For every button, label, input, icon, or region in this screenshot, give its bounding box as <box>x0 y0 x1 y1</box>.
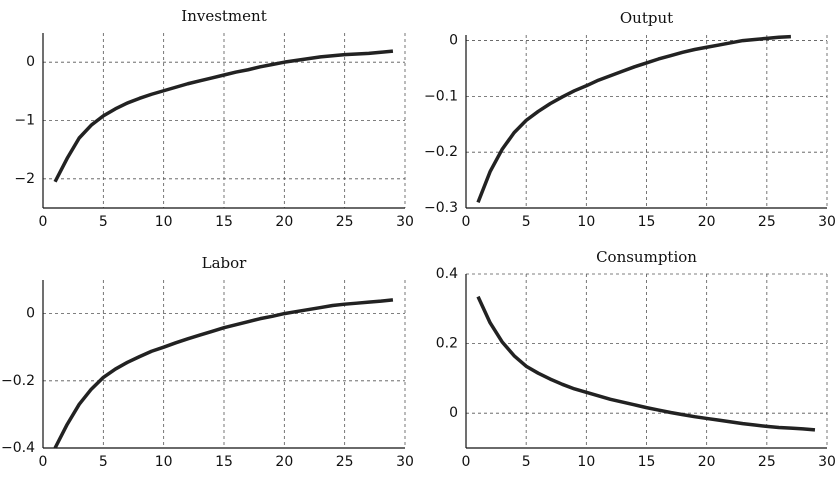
line <box>53 49 394 183</box>
y-tick-label: 0 <box>26 54 35 70</box>
chart-title: Investment <box>181 7 266 25</box>
line <box>476 34 791 204</box>
chart-title: Output <box>620 9 673 27</box>
y-tick-label: −0.2 <box>1 373 35 389</box>
x-tick-label: 0 <box>39 454 48 470</box>
chart-title: Consumption <box>596 248 697 266</box>
x-tick-label: 10 <box>577 454 595 470</box>
line <box>476 295 816 432</box>
x-tick-label: 5 <box>99 454 108 470</box>
x-tick-label: 5 <box>522 454 531 470</box>
y-tick-label: 0 <box>449 405 458 421</box>
x-tick-label: 15 <box>638 454 656 470</box>
x-tick-label: 10 <box>155 214 173 230</box>
x-tick-label: 5 <box>522 214 531 230</box>
y-tick-label: −0.1 <box>424 88 458 104</box>
x-tick-label: 30 <box>396 214 414 230</box>
x-tick-label: 20 <box>275 454 293 470</box>
x-tick-label: 10 <box>155 454 173 470</box>
x-tick-label: 30 <box>818 454 836 470</box>
x-tick-label: 25 <box>336 214 354 230</box>
y-tick-label: −0.2 <box>424 144 458 160</box>
y-tick-label: 0.2 <box>436 336 458 352</box>
x-tick-label: 20 <box>275 214 293 230</box>
chart-title: Labor <box>202 254 248 272</box>
x-tick-label: 0 <box>462 454 471 470</box>
x-tick-label: 30 <box>818 214 836 230</box>
x-tick-label: 30 <box>396 454 414 470</box>
x-tick-label: 20 <box>698 214 716 230</box>
x-tick-label: 10 <box>577 214 595 230</box>
x-tick-label: 0 <box>39 214 48 230</box>
x-tick-label: 5 <box>99 214 108 230</box>
y-tick-label: 0 <box>449 33 458 49</box>
y-tick-label: 0.4 <box>436 266 458 282</box>
line <box>53 298 394 449</box>
y-tick-label: −0.3 <box>424 200 458 216</box>
y-tick-label: 0 <box>26 306 35 322</box>
y-tick-label: −2 <box>14 171 35 187</box>
x-tick-label: 25 <box>758 454 776 470</box>
x-tick-label: 15 <box>215 214 233 230</box>
x-tick-label: 0 <box>462 214 471 230</box>
x-tick-label: 25 <box>758 214 776 230</box>
x-tick-label: 20 <box>698 454 716 470</box>
x-tick-label: 15 <box>638 214 656 230</box>
y-tick-label: −0.4 <box>1 440 35 456</box>
x-tick-label: 15 <box>215 454 233 470</box>
x-tick-label: 25 <box>336 454 354 470</box>
y-tick-label: −1 <box>14 113 35 129</box>
